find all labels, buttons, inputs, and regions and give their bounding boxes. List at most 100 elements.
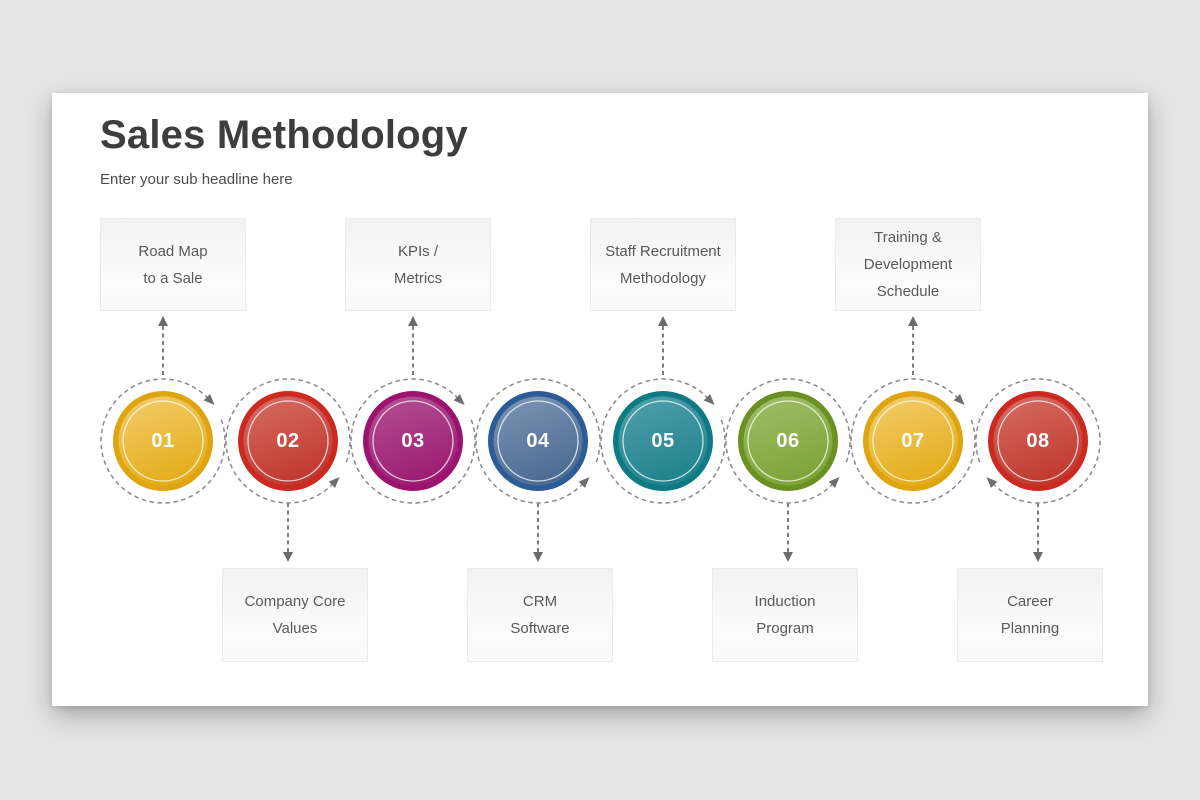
dashed-ring [100, 378, 226, 504]
label-line: Values [272, 620, 318, 637]
label-line: Development [863, 256, 953, 273]
step-circle-inline [622, 400, 704, 482]
arrow-up-icon [908, 316, 918, 326]
step-unit-07: 07 [838, 366, 988, 516]
arrow-down-icon [1033, 552, 1043, 562]
step-circle-inner [618, 396, 708, 486]
dashed-line [912, 326, 914, 379]
label-box-staff-recruitment: Staff Recruitment Methodology [590, 218, 736, 311]
label-line: CRM [522, 593, 558, 610]
connector-step-01 [157, 316, 169, 379]
step-circle-inner [493, 396, 583, 486]
dashed-line [537, 503, 539, 552]
step-number: 07 [901, 429, 925, 452]
slide-subtitle: Enter your sub headline here [100, 171, 293, 188]
step-circle-inline [872, 400, 954, 482]
step-graphic [100, 378, 226, 504]
step-circle-inline [247, 400, 329, 482]
ring-arrow-icon [703, 393, 715, 405]
dashed-ring [475, 378, 601, 504]
label-line: Program [756, 620, 814, 637]
dashed-ring [850, 378, 976, 504]
dashed-line [287, 503, 289, 552]
step-graphic [975, 378, 1101, 504]
ring-arrow-icon [828, 477, 840, 489]
step-unit-03: 03 [338, 366, 488, 516]
ring-arrow-icon [578, 477, 590, 489]
step-circle-inline [122, 400, 204, 482]
step-circle-inner [243, 396, 333, 486]
step-number: 08 [1026, 429, 1050, 452]
label-line: Software [510, 620, 570, 637]
label-line: Career [1007, 593, 1053, 610]
step-number: 01 [151, 429, 175, 452]
slide-title: Sales Methodology [100, 113, 468, 157]
label-line: Planning [1000, 620, 1060, 637]
step-graphic [725, 378, 851, 504]
dashed-line [662, 326, 664, 379]
label-line: Metrics [393, 269, 443, 287]
step-unit-05: 05 [588, 366, 738, 516]
ring-arrow-icon [953, 393, 965, 405]
label-line: Company Core [244, 593, 346, 610]
ring-arrow-icon [986, 477, 998, 489]
label-box-company-core-values: Company Core Values [222, 568, 368, 662]
dashed-line [787, 503, 789, 552]
connector-step-05 [657, 316, 669, 379]
step-unit-02: 02 [213, 366, 363, 516]
dashed-ring [600, 378, 726, 504]
dashed-line [412, 326, 414, 379]
step-graphic [850, 378, 976, 504]
step-circle-inline [372, 400, 454, 482]
arrow-up-icon [408, 316, 418, 326]
step-graphic [600, 378, 726, 504]
ring-arrow-icon [328, 477, 340, 489]
connector-step-04 [532, 503, 544, 562]
connector-step-07 [907, 316, 919, 379]
step-number: 05 [651, 429, 675, 452]
label-box-training-development: Training & Development Schedule [835, 218, 981, 311]
step-graphic [350, 378, 476, 504]
step-unit-06: 06 [713, 366, 863, 516]
step-circle-inner [743, 396, 833, 486]
arrow-up-icon [158, 316, 168, 326]
step-circle-inner [868, 396, 958, 486]
ring-arrow-icon [203, 393, 215, 405]
step-graphic [475, 378, 601, 504]
label-line: Induction [754, 593, 816, 610]
step-unit-01: 01 [88, 366, 238, 516]
connector-step-03 [407, 316, 419, 379]
connector-step-06 [782, 503, 794, 562]
step-circle-inline [997, 400, 1079, 482]
arrow-down-icon [533, 552, 543, 562]
step-number: 02 [276, 429, 300, 452]
dashed-ring [725, 378, 851, 504]
label-box-crm-software: CRM Software [467, 568, 613, 662]
label-line: KPIs / [397, 242, 438, 260]
label-box-road-map: Road Map to a Sale [100, 218, 246, 311]
step-circle-inline [747, 400, 829, 482]
label-line: Road Map [138, 242, 208, 260]
step-circle-inline [497, 400, 579, 482]
label-box-kpis-metrics: KPIs / Metrics [345, 218, 491, 311]
connector-step-08 [1032, 503, 1044, 562]
dashed-ring [975, 378, 1101, 504]
label-box-career-planning: Career Planning [957, 568, 1103, 662]
step-circle-inner [993, 396, 1083, 486]
arrow-down-icon [783, 552, 793, 562]
step-number: 06 [776, 429, 800, 452]
connector-step-02 [282, 503, 294, 562]
step-circle-inner [118, 396, 208, 486]
label-line: Staff Recruitment [605, 242, 721, 260]
step-unit-08: 08 [963, 366, 1113, 516]
step-circle-inner [368, 396, 458, 486]
dashed-line [1037, 503, 1039, 552]
slide-canvas: Sales Methodology Enter your sub headlin… [52, 93, 1148, 706]
dashed-line [162, 326, 164, 379]
label-box-induction-program: Induction Program [712, 568, 858, 662]
dashed-ring [225, 378, 351, 504]
label-line: Schedule [876, 283, 940, 300]
step-number: 04 [526, 429, 550, 452]
arrow-down-icon [283, 552, 293, 562]
ring-arrow-icon [453, 393, 465, 405]
